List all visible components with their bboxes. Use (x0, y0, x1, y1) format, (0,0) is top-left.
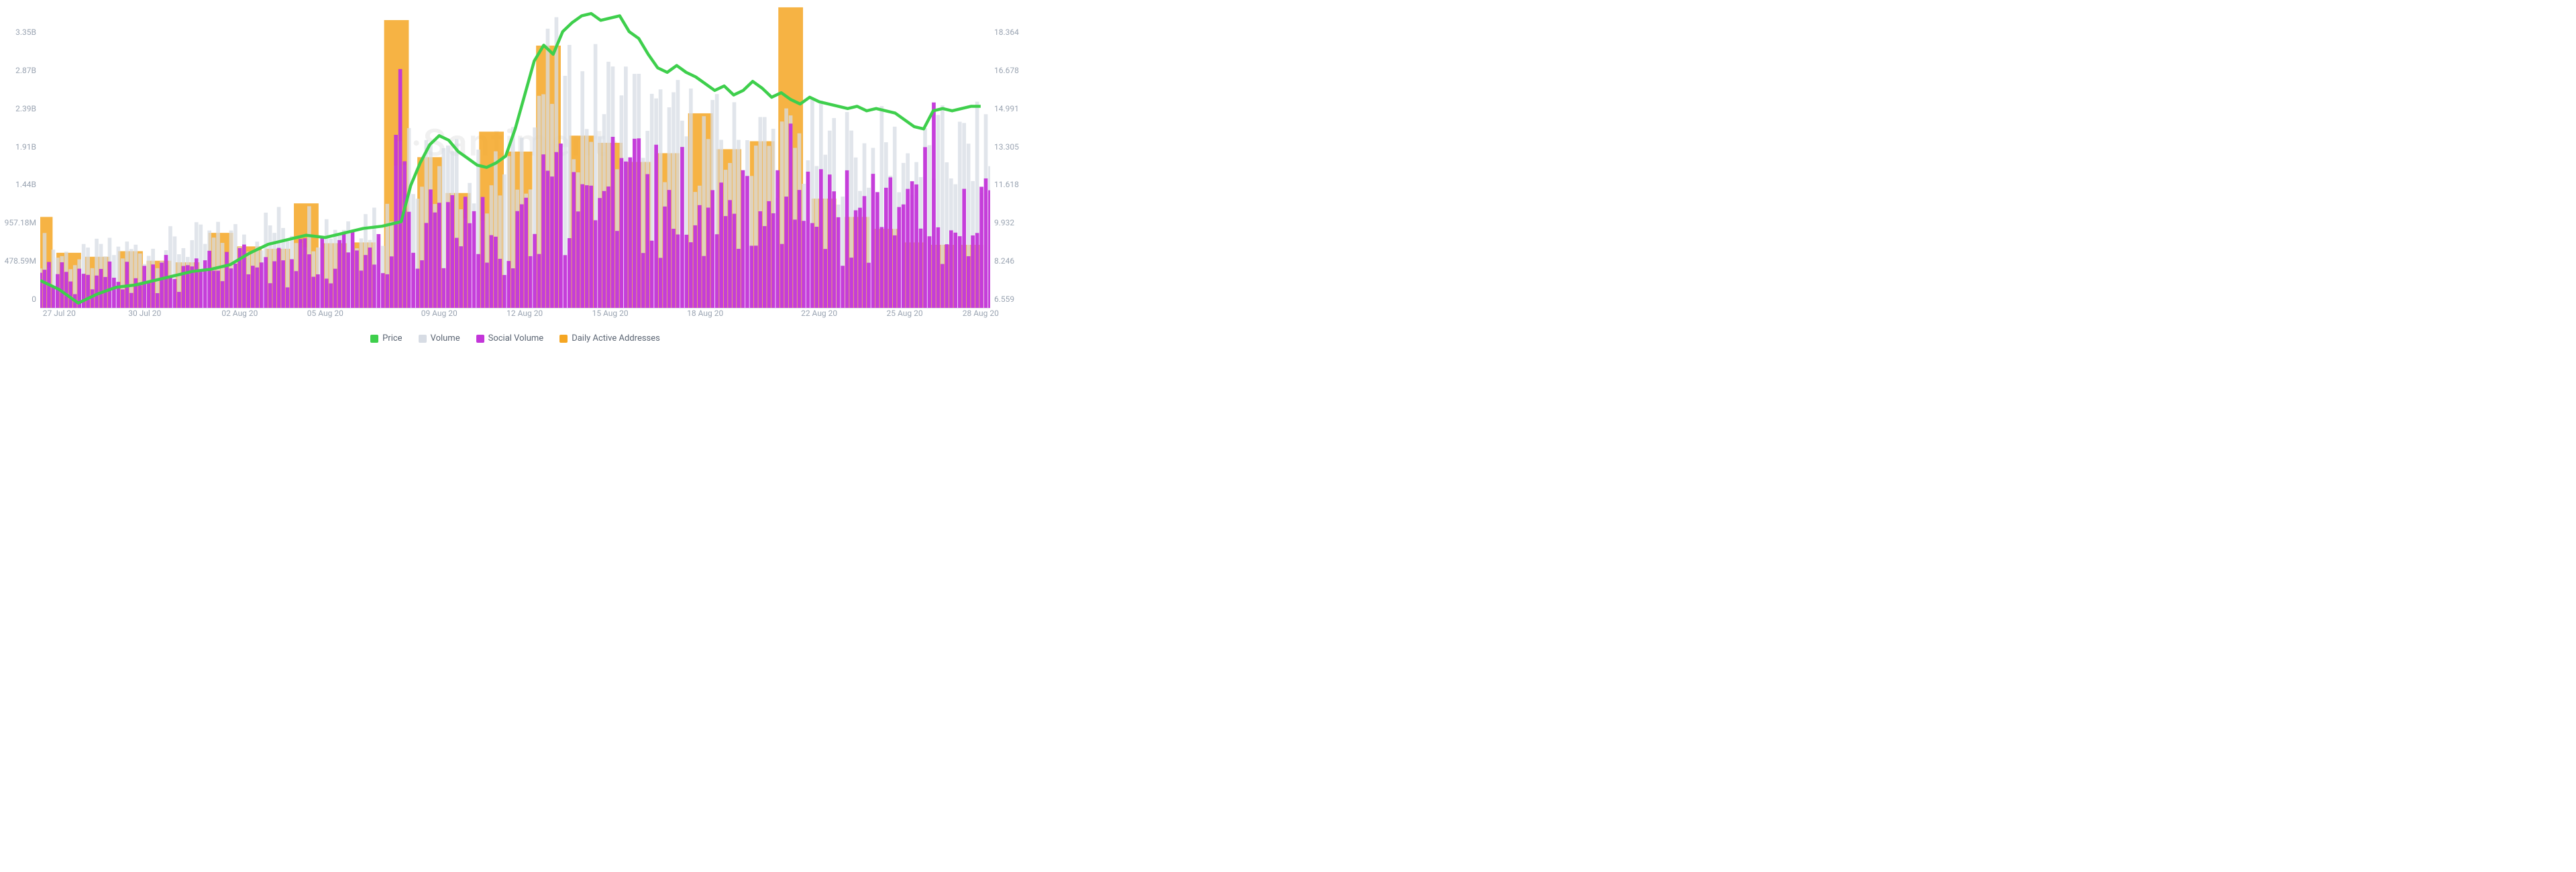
x-tick: 09 Aug 20 (421, 309, 458, 318)
legend-item: Social Volume (476, 333, 544, 343)
legend-label: Price (382, 333, 402, 343)
x-tick: 25 Aug 20 (887, 309, 923, 318)
y-tick-right: 14.991 (994, 104, 1019, 113)
x-axis: 27 Jul 20 30 Jul 20 02 Aug 20 05 Aug 20 09 A… (40, 309, 990, 322)
y-axis-right: 6.559 8.246 9.932 11.618 13.305 14.991 16.678 1… (991, 3, 1030, 309)
legend-swatch (419, 335, 427, 343)
legend-item: Daily Active Addresses (559, 333, 660, 343)
y-tick-right: 18.364 (994, 28, 1019, 37)
x-tick: 05 Aug 20 (307, 309, 343, 318)
y-tick-left: 3.35B (15, 28, 36, 37)
x-tick: 02 Aug 20 (221, 309, 258, 318)
y-tick-right: 8.246 (994, 256, 1014, 266)
legend-swatch (370, 335, 378, 343)
legend: Price Volume Social Volume Daily Active Add… (0, 333, 1030, 343)
y-tick-left: 1.44B (15, 180, 36, 189)
legend-label: Daily Active Addresses (572, 333, 660, 343)
x-tick: 30 Jul 20 (128, 309, 161, 318)
y-tick-right: 13.305 (994, 142, 1019, 152)
plot-area: Santiment (40, 3, 990, 309)
y-tick-left: 2.87B (15, 66, 36, 75)
y-axis-left: 0 478.59M 957.18M 1.44B 1.91B 2.39B 2.87B 3.35B… (0, 3, 39, 309)
y-tick-left: 478.59M (5, 256, 36, 266)
y-tick-right: 16.678 (994, 66, 1019, 75)
line-layer-svg (40, 3, 990, 309)
y-tick-right: 6.559 (994, 294, 1014, 304)
y-tick-left: 2.39B (15, 104, 36, 113)
y-tick-right: 9.932 (994, 218, 1014, 227)
legend-swatch (476, 335, 484, 343)
chart-container: 0 478.59M 957.18M 1.44B 1.91B 2.39B 2.87B 3.35B… (0, 0, 1030, 349)
x-tick: 18 Aug 20 (687, 309, 723, 318)
legend-swatch (559, 335, 568, 343)
legend-item: Price (370, 333, 402, 343)
y-tick-left: 1.91B (15, 142, 36, 152)
y-tick-right: 11.618 (994, 180, 1019, 189)
x-tick: 27 Jul 20 (43, 309, 76, 318)
x-tick: 22 Aug 20 (801, 309, 837, 318)
legend-item: Volume (419, 333, 460, 343)
y-tick-left: 0 (32, 294, 36, 304)
x-tick: 28 Aug 20 (963, 309, 999, 318)
x-tick: 12 Aug 20 (506, 309, 543, 318)
x-tick: 15 Aug 20 (592, 309, 629, 318)
legend-label: Social Volume (488, 333, 544, 343)
legend-label: Volume (431, 333, 460, 343)
y-tick-left: 957.18M (5, 218, 36, 227)
